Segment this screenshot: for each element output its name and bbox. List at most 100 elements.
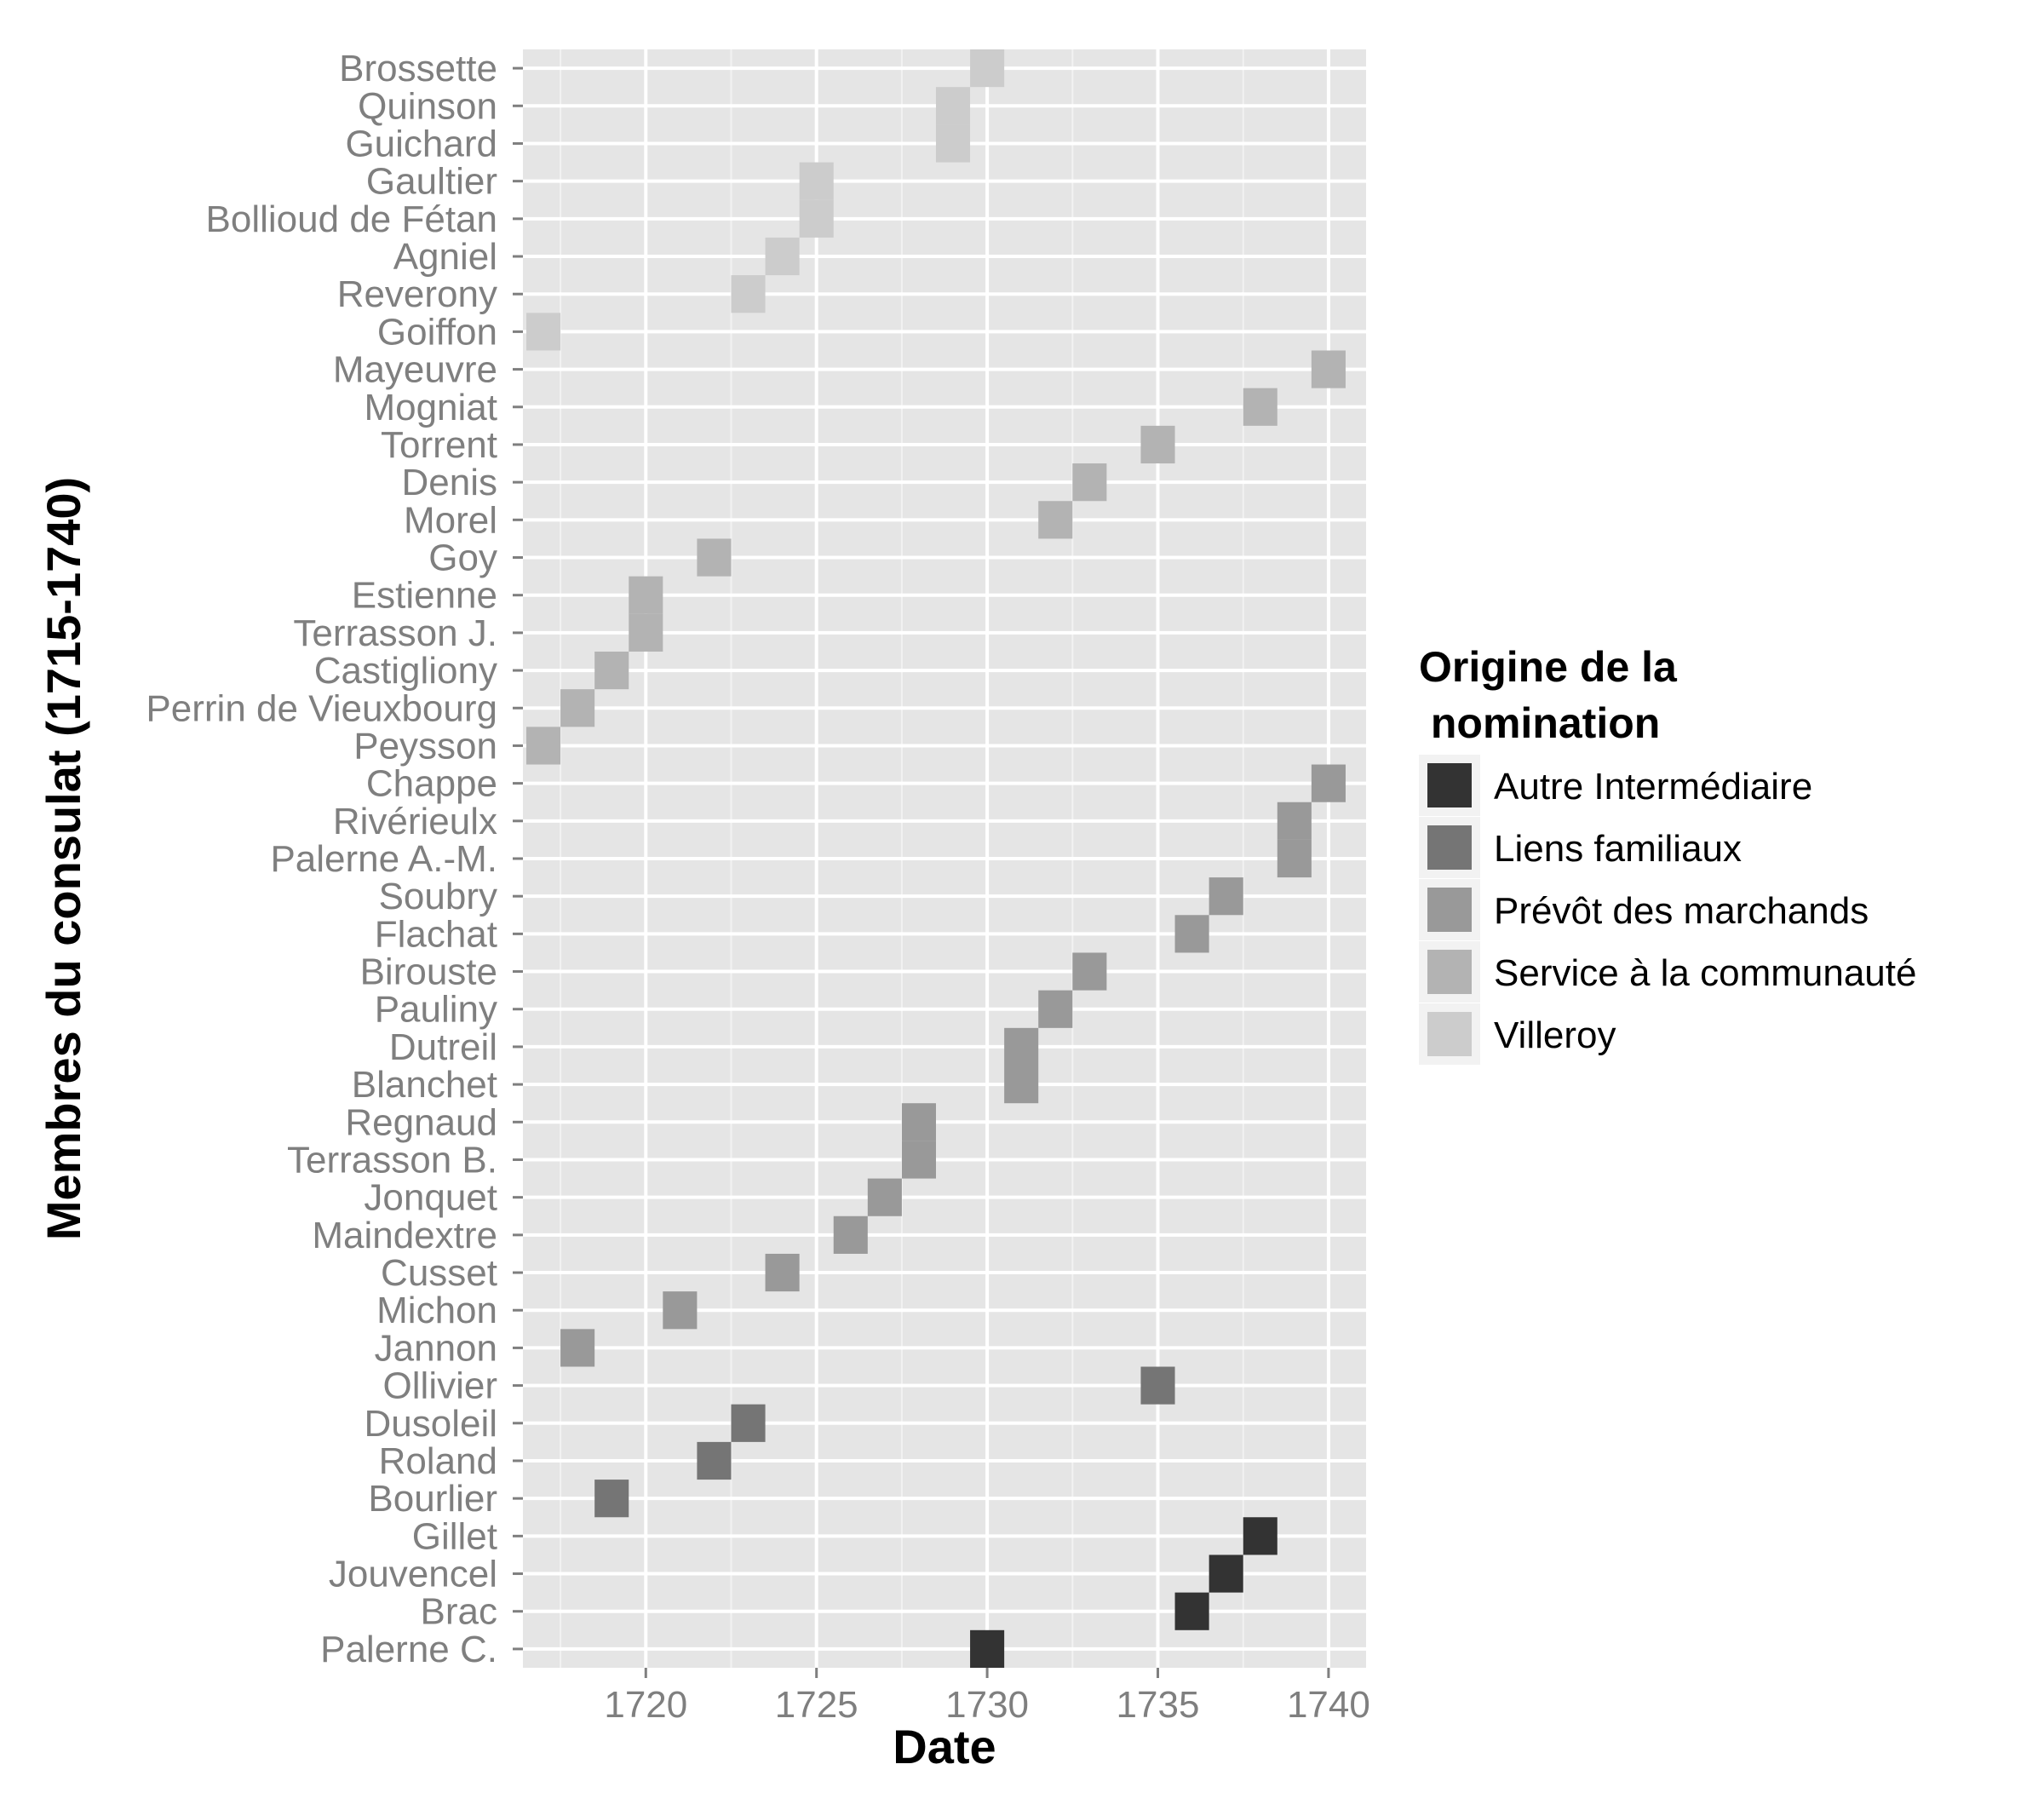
y-tick-label: Rivérieulx	[333, 801, 497, 842]
cell-service	[629, 576, 663, 614]
y-tick-label: Agniel	[393, 236, 497, 278]
cell-prevot	[765, 1253, 800, 1292]
cell-prevot	[560, 1329, 595, 1367]
data-cells	[526, 49, 1346, 1668]
cell-villeroy	[526, 313, 561, 351]
cell-liens	[1140, 1366, 1175, 1405]
cell-prevot	[1072, 952, 1107, 991]
cell-prevot	[833, 1215, 868, 1254]
x-tick-label: 1735	[1117, 1684, 1200, 1726]
y-tick-label: Blanchet	[352, 1064, 497, 1106]
cell-service	[1072, 463, 1107, 502]
cell-autre	[970, 1629, 1005, 1668]
y-tick-label: Morel	[404, 499, 497, 541]
legend-items: Autre Intermédiaire Liens familiaux Prévôt…	[1419, 755, 1916, 1065]
legend-label: Villeroy	[1494, 1014, 1616, 1056]
cell-service	[697, 538, 732, 577]
y-tick-label: Chappe	[366, 763, 497, 805]
x-axis-title: Date	[893, 1720, 996, 1773]
y-tick-label: Jannon	[375, 1327, 497, 1369]
y-tick-label: Torrent	[381, 424, 497, 466]
cell-villeroy	[799, 199, 834, 238]
cell-autre	[1243, 1517, 1278, 1555]
x-tick-label: 1740	[1287, 1684, 1370, 1726]
cell-prevot	[663, 1291, 698, 1330]
y-tick-label: Estienne	[352, 575, 497, 617]
legend-label: Prévôt des marchands	[1494, 890, 1869, 932]
y-tick-label: Cusset	[381, 1252, 497, 1294]
cell-prevot	[1174, 915, 1209, 953]
y-tick-label: Soubry	[379, 876, 497, 917]
cell-service	[526, 727, 561, 765]
legend-key-prevot	[1427, 888, 1472, 932]
y-tick-label: Reverony	[337, 273, 497, 315]
y-tick-label: Brossette	[339, 48, 497, 89]
x-axis: 1720 1725 1730 1735 1740	[604, 1668, 1370, 1726]
y-tick-label: Bollioud de Fétan	[206, 198, 497, 240]
y-tick-label: Dutreil	[389, 1026, 497, 1068]
y-tick-label: Mayeuvre	[333, 349, 497, 391]
y-tick-label: Palerne C.	[320, 1629, 497, 1670]
cell-prevot	[901, 1103, 936, 1141]
y-tick-label: Terrasson J.	[293, 612, 497, 654]
cell-service	[1311, 350, 1346, 388]
cell-prevot	[1209, 877, 1243, 916]
y-tick-label: Flachat	[375, 913, 497, 955]
y-axis: BrossetteQuinsonGuichardGaultierBollioud…	[146, 48, 523, 1670]
y-tick-label: Ollivier	[383, 1365, 497, 1407]
cell-service	[1140, 425, 1175, 464]
y-tick-label: Jouvencel	[329, 1554, 497, 1595]
y-tick-label: Castigliony	[314, 650, 497, 692]
legend-key-liens	[1427, 825, 1472, 870]
cell-prevot	[1277, 839, 1312, 878]
cell-liens	[594, 1480, 629, 1518]
cell-villeroy	[970, 49, 1005, 88]
y-tick-label: Michon	[376, 1290, 497, 1331]
cell-service	[1243, 388, 1278, 426]
cell-service	[629, 613, 663, 652]
y-tick-label: Dusoleil	[364, 1403, 497, 1445]
legend-label: Liens familiaux	[1494, 828, 1742, 870]
y-tick-label: Roland	[379, 1440, 497, 1482]
x-tick-label: 1725	[775, 1684, 858, 1726]
y-tick-label: Pauliny	[375, 989, 497, 1031]
cell-liens	[731, 1404, 766, 1442]
cell-prevot	[1004, 1066, 1039, 1104]
legend-key-autre	[1427, 763, 1472, 807]
cell-prevot	[1004, 1027, 1039, 1066]
cell-prevot	[1311, 764, 1346, 802]
x-tick-label: 1730	[945, 1684, 1029, 1726]
y-tick-label: Quinson	[358, 85, 497, 127]
y-tick-label: Mogniat	[364, 387, 497, 428]
y-tick-label: Perrin de Vieuxbourg	[146, 687, 497, 729]
y-tick-label: Guichard	[345, 123, 497, 164]
cell-liens	[697, 1441, 732, 1480]
y-tick-label: Goy	[428, 537, 497, 579]
y-tick-label: Jonquet	[364, 1177, 497, 1219]
y-tick-label: Terrasson B.	[287, 1139, 497, 1181]
legend-label: Autre Intermédiaire	[1494, 766, 1812, 807]
y-tick-label: Regnaud	[345, 1101, 497, 1143]
legend-key-service	[1427, 950, 1472, 994]
y-tick-label: Denis	[402, 462, 498, 503]
y-tick-label: Gillet	[412, 1515, 497, 1557]
cell-service	[1038, 501, 1073, 539]
y-tick-label: Goiffon	[377, 311, 497, 353]
cell-prevot	[901, 1141, 936, 1179]
cell-villeroy	[935, 87, 971, 125]
cell-autre	[1174, 1592, 1209, 1630]
legend: Origine de la nomination Autre Intermédi…	[1419, 643, 1916, 1065]
cell-villeroy	[799, 162, 834, 200]
cell-prevot	[867, 1178, 902, 1216]
y-tick-label: Gaultier	[366, 161, 497, 203]
legend-key-villeroy	[1427, 1012, 1472, 1056]
x-tick-label: 1720	[604, 1684, 687, 1726]
y-tick-label: Brac	[421, 1591, 497, 1633]
cell-villeroy	[935, 124, 971, 163]
cell-autre	[1209, 1555, 1243, 1593]
legend-label: Service à la communauté	[1494, 952, 1916, 994]
cell-villeroy	[731, 275, 766, 313]
y-tick-label: Palerne A.-M.	[270, 838, 497, 880]
y-axis-title: Membres du consulat (1715-1740)	[37, 477, 90, 1240]
